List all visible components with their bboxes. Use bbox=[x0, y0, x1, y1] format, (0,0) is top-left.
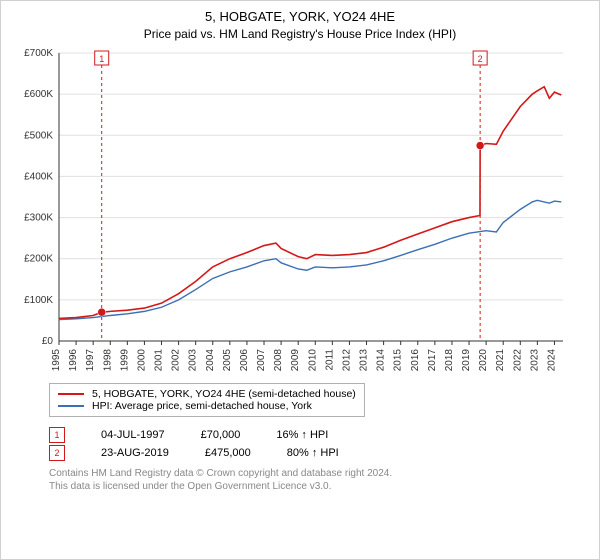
transaction-date: 23-AUG-2019 bbox=[101, 447, 169, 459]
svg-text:2016: 2016 bbox=[410, 348, 421, 371]
svg-text:£300K: £300K bbox=[24, 212, 53, 223]
svg-text:2023: 2023 bbox=[529, 348, 540, 371]
transaction-list: 1 04-JUL-1997 £70,000 16% ↑ HPI 2 23-AUG-2019… bbox=[11, 425, 589, 463]
transaction-price: £70,000 bbox=[201, 429, 241, 441]
transaction-marker: 1 bbox=[49, 427, 65, 443]
line-chart: £0 £100K £200K £300K £400K £500K £600K £700K 199… bbox=[11, 45, 571, 375]
transaction-row: 2 23-AUG-2019 £475,000 80% ↑ HPI bbox=[49, 445, 589, 461]
legend-label: 5, HOBGATE, YORK, YO24 4HE (semi-detache… bbox=[92, 388, 356, 400]
transaction-pct: 16% ↑ HPI bbox=[276, 429, 328, 441]
svg-text:£200K: £200K bbox=[24, 254, 53, 265]
svg-text:£400K: £400K bbox=[24, 171, 53, 182]
transaction-pct: 80% ↑ HPI bbox=[287, 447, 339, 459]
legend-label: HPI: Average price, semi-detached house,… bbox=[92, 400, 312, 412]
transaction-marker: 2 bbox=[49, 445, 65, 461]
svg-text:1995: 1995 bbox=[51, 348, 62, 371]
legend-swatch bbox=[58, 405, 84, 407]
svg-text:£0: £0 bbox=[42, 336, 54, 347]
footer-attribution: Contains HM Land Registry data © Crown c… bbox=[49, 467, 589, 493]
svg-text:2005: 2005 bbox=[222, 348, 233, 371]
svg-text:2010: 2010 bbox=[307, 348, 318, 371]
svg-text:2006: 2006 bbox=[239, 348, 250, 371]
svg-text:2000: 2000 bbox=[136, 348, 147, 371]
svg-text:2017: 2017 bbox=[427, 348, 438, 371]
svg-text:2003: 2003 bbox=[188, 348, 199, 371]
chart-container: £0 £100K £200K £300K £400K £500K £600K £700K 199… bbox=[11, 45, 589, 375]
chart-title: 5, HOBGATE, YORK, YO24 4HE bbox=[11, 9, 589, 26]
svg-text:2013: 2013 bbox=[359, 348, 370, 371]
transaction-row: 1 04-JUL-1997 £70,000 16% ↑ HPI bbox=[49, 427, 589, 443]
svg-text:£100K: £100K bbox=[24, 295, 53, 306]
svg-text:2021: 2021 bbox=[495, 348, 506, 371]
svg-text:1: 1 bbox=[99, 54, 104, 64]
svg-text:2004: 2004 bbox=[205, 348, 216, 371]
svg-text:2011: 2011 bbox=[324, 348, 335, 370]
svg-text:2015: 2015 bbox=[393, 348, 404, 371]
svg-text:2018: 2018 bbox=[444, 348, 455, 371]
svg-text:1996: 1996 bbox=[68, 348, 79, 371]
svg-text:2008: 2008 bbox=[273, 348, 284, 371]
chart-card: 5, HOBGATE, YORK, YO24 4HE Price paid vs… bbox=[0, 0, 600, 560]
svg-text:2009: 2009 bbox=[290, 348, 301, 371]
svg-text:2022: 2022 bbox=[512, 348, 523, 371]
svg-text:2014: 2014 bbox=[376, 348, 387, 371]
svg-text:2007: 2007 bbox=[256, 348, 267, 371]
svg-text:£700K: £700K bbox=[24, 48, 53, 59]
transaction-date: 04-JUL-1997 bbox=[101, 429, 165, 441]
svg-text:1998: 1998 bbox=[102, 348, 113, 371]
svg-text:2024: 2024 bbox=[546, 348, 557, 371]
svg-text:2: 2 bbox=[478, 54, 483, 64]
legend-row: HPI: Average price, semi-detached house,… bbox=[58, 400, 356, 412]
legend-row: 5, HOBGATE, YORK, YO24 4HE (semi-detache… bbox=[58, 388, 356, 400]
svg-text:2019: 2019 bbox=[461, 348, 472, 371]
svg-text:£500K: £500K bbox=[24, 130, 53, 141]
svg-text:1997: 1997 bbox=[85, 348, 96, 371]
svg-text:2002: 2002 bbox=[171, 348, 182, 371]
legend-swatch bbox=[58, 393, 84, 395]
footer-line-1: Contains HM Land Registry data © Crown c… bbox=[49, 467, 589, 480]
svg-text:2020: 2020 bbox=[478, 348, 489, 371]
svg-text:1999: 1999 bbox=[119, 348, 130, 371]
svg-text:2012: 2012 bbox=[341, 348, 352, 371]
footer-line-2: This data is licensed under the Open Gov… bbox=[49, 480, 589, 493]
svg-text:2001: 2001 bbox=[154, 348, 165, 371]
svg-text:£600K: £600K bbox=[24, 89, 53, 100]
legend: 5, HOBGATE, YORK, YO24 4HE (semi-detache… bbox=[49, 383, 365, 417]
transaction-price: £475,000 bbox=[205, 447, 251, 459]
chart-subtitle: Price paid vs. HM Land Registry's House … bbox=[11, 27, 589, 41]
